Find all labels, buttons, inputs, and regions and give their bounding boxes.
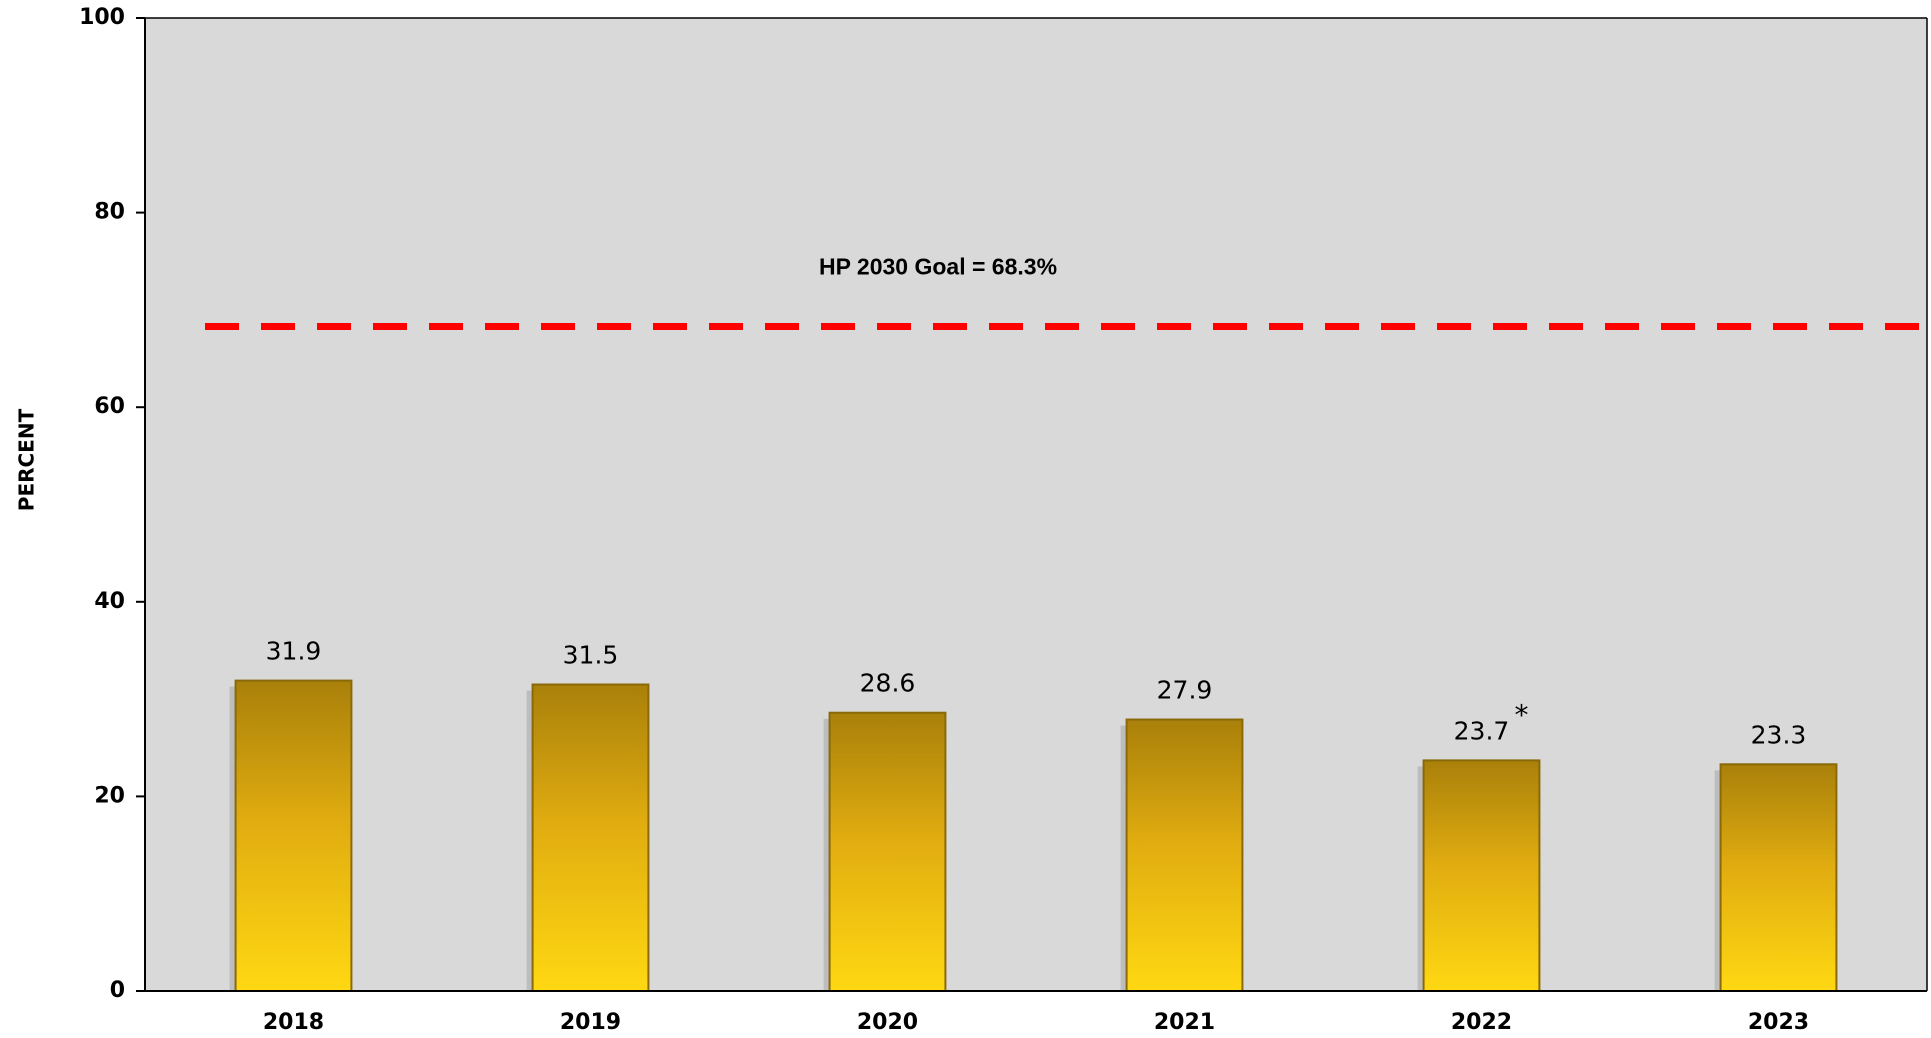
y-tick-label: 80 <box>94 200 125 225</box>
value-label: 31.9 <box>266 637 322 666</box>
x-tick-label: 2021 <box>1154 1010 1215 1035</box>
bar <box>1125 718 1244 993</box>
value-label: 23.7 <box>1454 716 1510 745</box>
y-tick-label: 60 <box>94 394 125 419</box>
y-tick-label: 40 <box>94 589 125 614</box>
x-tick-label: 2020 <box>857 1010 918 1035</box>
y-axis-label: PERCENT <box>15 408 39 511</box>
goal-label: HP 2030 Goal = 68.3% <box>819 254 1057 280</box>
value-label: 31.5 <box>563 641 619 670</box>
x-tick-label: 2018 <box>263 1010 324 1035</box>
annotation: * <box>1515 698 1529 731</box>
x-tick-label: 2023 <box>1748 1010 1809 1035</box>
value-label: 27.9 <box>1157 676 1213 705</box>
value-label: 28.6 <box>860 669 916 698</box>
y-tick-label: 100 <box>79 5 125 30</box>
bar <box>234 679 353 992</box>
x-tick-label: 2022 <box>1451 1010 1512 1035</box>
bar <box>1422 759 1541 992</box>
y-tick-label: 0 <box>110 978 125 1003</box>
plot-area <box>145 18 1927 991</box>
bar <box>531 683 650 992</box>
bar <box>1719 763 1838 993</box>
bar <box>828 711 947 992</box>
y-tick-label: 20 <box>94 783 125 808</box>
x-tick-label: 2019 <box>560 1010 621 1035</box>
value-label: 23.3 <box>1751 720 1807 749</box>
